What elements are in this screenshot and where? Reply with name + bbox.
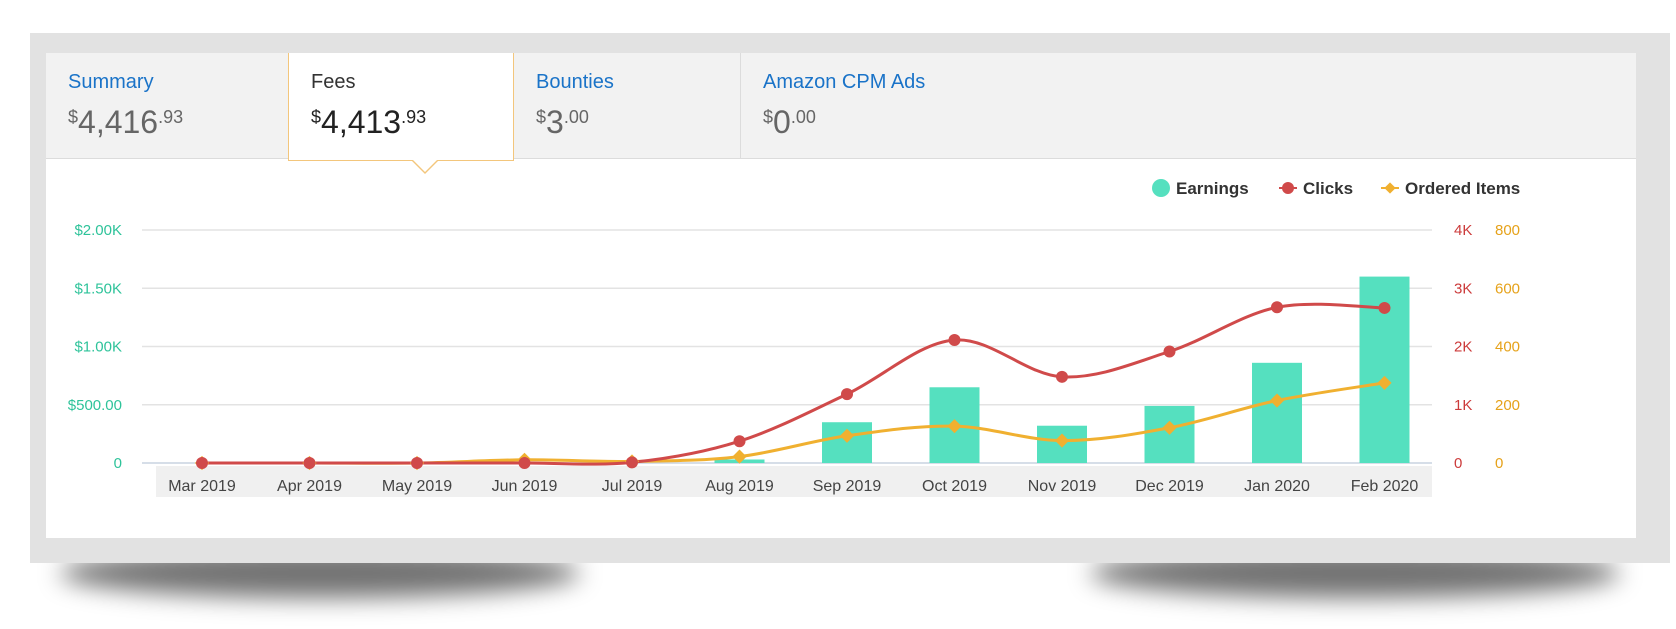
earnings-bars: [714, 276, 1410, 463]
x-tick-label: Feb 2020: [1351, 478, 1419, 495]
y-right-clicks-tick-label: 4K: [1454, 222, 1472, 239]
tab-summary-currency: $: [68, 107, 79, 127]
tab-bounties-currency: $: [536, 107, 547, 127]
y-right-ordered-items-tick-label: 800: [1495, 222, 1520, 239]
x-tick-label: Apr 2019: [277, 478, 342, 495]
x-tick-label: Aug 2019: [705, 478, 774, 495]
active-tab-pointer: [411, 159, 439, 174]
x-tick-label: Sep 2019: [813, 478, 882, 495]
y-axis-ordered-items: 0 200 400 600 800: [1495, 222, 1520, 472]
earnings-panel: Summary $4,416.93 Fees $4,413.93 Bountie…: [46, 53, 1636, 538]
clicks-marker: [841, 388, 853, 401]
clicks-marker: [1378, 301, 1391, 314]
y-right-clicks-tick-label: 3K: [1454, 280, 1472, 297]
chart-grid: [142, 229, 1432, 464]
ordered-items-marker: [1269, 393, 1285, 408]
legend-earnings-swatch: [1152, 179, 1170, 197]
y-right-ordered-items-tick-label: 0: [1495, 455, 1503, 472]
clicks-marker: [411, 457, 423, 469]
ordered-items-marker: [1377, 375, 1392, 390]
tab-fees-cents: .93: [401, 107, 427, 127]
y-left-tick-label: $2.00K: [74, 222, 122, 239]
clicks-marker: [1271, 301, 1283, 314]
ordered-items-marker: [947, 419, 962, 434]
legend-earnings-label: Earnings: [1176, 179, 1249, 198]
legend-clicks-label: Clicks: [1303, 179, 1353, 198]
x-tick-label: Oct 2019: [922, 478, 987, 495]
x-tick-label: Dec 2019: [1135, 478, 1204, 495]
y-left-tick-label: $1.00K: [74, 339, 122, 356]
clicks-marker: [733, 435, 746, 448]
ordered-items-marker: [1054, 433, 1070, 448]
tab-bounties-value: $3.00: [536, 106, 740, 138]
y-axis-clicks: 0 1K 2K 3K 4K: [1454, 222, 1472, 472]
tab-fees-currency: $: [311, 107, 322, 127]
tab-fees-amount: 4,413: [321, 104, 402, 140]
clicks-marker: [1056, 370, 1068, 383]
tab-amazon-cpm-ads[interactable]: Amazon CPM Ads $0.00: [740, 53, 1040, 159]
report-tabs: Summary $4,416.93 Fees $4,413.93 Bountie…: [46, 53, 1636, 174]
tab-summary-title: Summary: [68, 71, 154, 93]
tab-summary-cents: .93: [158, 107, 184, 127]
y-left-tick-label: $500.00: [68, 397, 122, 414]
x-axis: Mar 2019 Apr 2019 May 2019 Jun 2019 Jul 2019…: [156, 466, 1432, 497]
ordered-items-marker: [732, 449, 747, 464]
clicks-marker: [518, 457, 531, 469]
y-axis-earnings: 0 $500.00 $1.00K $1.50K $2.00K: [68, 222, 122, 472]
tab-amazon-cpm-ads-value: $0.00: [763, 106, 1040, 138]
tab-bounties-title: Bounties: [536, 71, 614, 93]
x-tick-label: Nov 2019: [1028, 478, 1097, 495]
tab-amazon-cpm-ads-cents: .00: [790, 107, 816, 127]
x-tick-label: Mar 2019: [168, 478, 236, 495]
y-right-ordered-items-tick-label: 400: [1495, 339, 1520, 356]
y-right-clicks-tick-label: 0: [1454, 455, 1462, 472]
x-tick-label: Jan 2020: [1244, 478, 1310, 495]
clicks-marker: [303, 457, 316, 469]
y-right-clicks-tick-label: 1K: [1454, 397, 1472, 414]
clicks-marker: [196, 457, 208, 469]
series-markers: [194, 301, 1392, 471]
ordered-items-marker: [1162, 420, 1177, 435]
tab-bounties-amount: 3: [546, 104, 564, 140]
ordered-items-marker: [839, 428, 855, 443]
y-left-tick-label: $1.50K: [74, 280, 122, 297]
tab-fees-title: Fees: [311, 71, 356, 93]
x-axis-label-band: [156, 466, 1432, 497]
chart-legend: Earnings Clicks Ordered Items: [1152, 179, 1520, 198]
clicks-marker: [626, 456, 638, 469]
tab-summary-value: $4,416.93: [68, 106, 288, 138]
clicks-marker: [1163, 345, 1176, 358]
tab-bounties[interactable]: Bounties $3.00: [514, 53, 740, 159]
earnings-clicks-chart: Earnings Clicks Ordered Items 0 $500.00 $1.0…: [68, 179, 1520, 497]
tab-summary[interactable]: Summary $4,416.93: [46, 53, 288, 159]
tab-amazon-cpm-ads-amount: 0: [773, 104, 791, 140]
clicks-marker: [948, 333, 961, 346]
legend-ordered-items-swatch: [1384, 182, 1396, 194]
series-lines: [202, 302, 1385, 466]
legend-ordered-items-label: Ordered Items: [1405, 179, 1520, 198]
tab-amazon-cpm-ads-currency: $: [763, 107, 774, 127]
legend-clicks-swatch: [1282, 182, 1294, 194]
tab-fees[interactable]: Fees $4,413.93: [288, 53, 514, 174]
tab-bounties-cents: .00: [563, 107, 589, 127]
y-left-tick-label: 0: [114, 455, 122, 472]
tab-amazon-cpm-ads-title: Amazon CPM Ads: [763, 71, 926, 93]
x-tick-label: Jun 2019: [492, 478, 558, 495]
earnings-bar: [1252, 362, 1302, 463]
y-right-clicks-tick-label: 2K: [1454, 339, 1472, 356]
clicks-line: [202, 302, 1385, 466]
ordered-items-line: [202, 381, 1385, 465]
tab-summary-amount: 4,416: [78, 104, 159, 140]
x-tick-label: May 2019: [382, 478, 452, 495]
y-right-ordered-items-tick-label: 600: [1495, 280, 1520, 297]
tab-fees-value: $4,413.93: [311, 106, 513, 138]
x-tick-label: Jul 2019: [602, 478, 663, 495]
y-right-ordered-items-tick-label: 200: [1495, 397, 1520, 414]
